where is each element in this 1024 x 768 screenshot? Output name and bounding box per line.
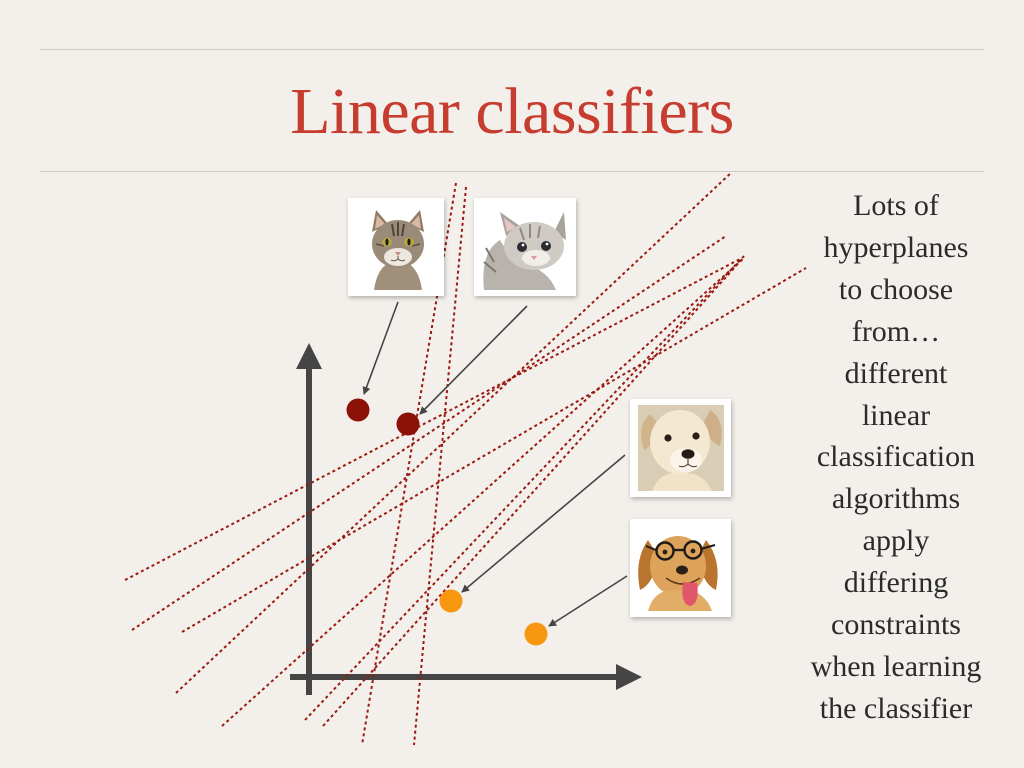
- hyperplane-line: [181, 267, 807, 633]
- caption-line: linear: [861, 398, 931, 432]
- hyperplane-line: [361, 182, 457, 746]
- x-axis-arrowhead: [616, 664, 642, 690]
- top-divider: [40, 49, 984, 50]
- bottom-divider: [40, 171, 984, 172]
- hyperplane-line: [304, 255, 745, 721]
- slide-title: Linear classifiers: [290, 75, 734, 148]
- pointer-arrow: [362, 301, 399, 395]
- caption-line: classification: [816, 440, 976, 474]
- hyperplane-line: [175, 171, 733, 694]
- y-axis-arrowhead: [296, 343, 322, 369]
- cat-photo-icon: [348, 198, 444, 296]
- pointer-arrow: [461, 454, 626, 593]
- dog-photo-icon: [630, 519, 731, 617]
- caption-text: Lots of hyperplanes to choose from… diff…: [782, 185, 1010, 730]
- pointer-arrow: [548, 575, 628, 627]
- caption-line: constraints: [831, 608, 961, 642]
- cat-data-point: [346, 398, 370, 422]
- dog-data-point: [524, 622, 548, 646]
- pointer-arrow: [419, 305, 528, 415]
- caption-line: Lots of: [853, 189, 939, 222]
- caption-line: different: [844, 356, 948, 390]
- caption-line: when learning: [810, 649, 982, 683]
- cat-points: [346, 398, 420, 436]
- caption-line: from…: [851, 314, 941, 348]
- hyperplane-line: [131, 235, 727, 631]
- axes: [290, 343, 642, 695]
- caption-line: apply: [862, 524, 930, 558]
- hyperplanes: [124, 171, 807, 746]
- caption-line: differing: [843, 566, 949, 600]
- dog-data-point: [439, 589, 463, 613]
- caption-line: algorithms: [831, 482, 961, 516]
- caption-line: hyperplanes: [823, 230, 969, 264]
- kitten-photo-icon: [474, 198, 576, 296]
- puppy-photo-icon: [630, 399, 731, 497]
- cat-data-point: [396, 412, 420, 436]
- hyperplane-line: [124, 257, 743, 581]
- caption-line: to choose: [838, 272, 954, 306]
- caption-line: the classifier: [819, 691, 973, 725]
- dog-points: [439, 589, 548, 646]
- hyperplane-line: [221, 257, 745, 727]
